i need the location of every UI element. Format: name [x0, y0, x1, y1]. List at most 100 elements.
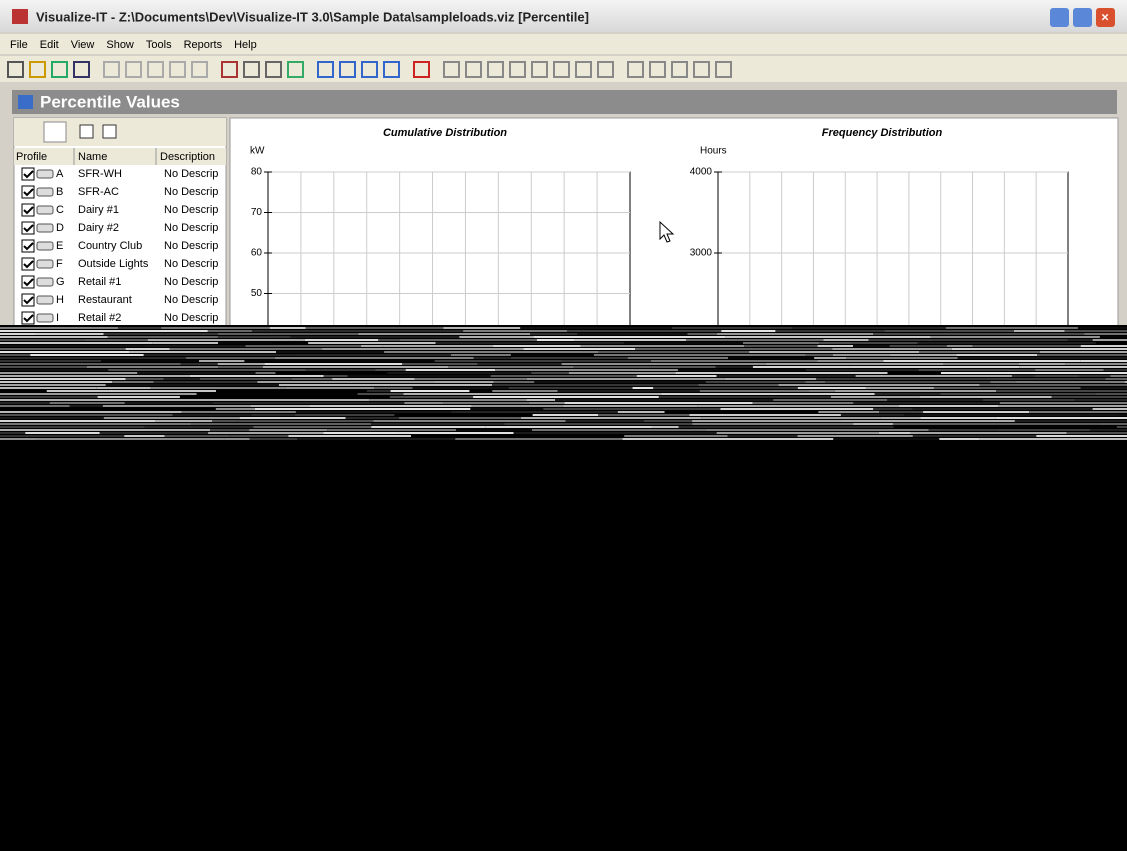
glitch-stripe — [594, 354, 806, 356]
glitch-stripe — [930, 336, 1099, 338]
glitch-stripe — [814, 357, 846, 359]
glitch-stripe — [700, 390, 771, 392]
glitch-stripe — [689, 414, 841, 416]
glitch-stripe — [1037, 354, 1127, 356]
glitch-stripe — [996, 390, 1127, 392]
profile-icon — [37, 224, 53, 232]
glitch-stripe — [773, 429, 928, 431]
glitch-stripe — [399, 417, 521, 419]
glitch-stripe — [0, 351, 129, 353]
glitch-stripe — [531, 372, 569, 374]
restore-button[interactable] — [1073, 8, 1092, 27]
glitch-stripe — [391, 390, 470, 392]
menu-item[interactable]: Show — [106, 39, 134, 51]
y-tick-label: 70 — [251, 207, 263, 218]
glitch-stripe — [245, 345, 361, 347]
glitch-stripe — [0, 360, 101, 362]
row-checkbox[interactable] — [22, 312, 34, 324]
glitch-stripe — [511, 357, 628, 359]
glitch-stripe — [537, 339, 575, 341]
glitch-stripe — [212, 420, 237, 422]
glitch-stripe — [0, 411, 182, 413]
menu-item[interactable]: Reports — [184, 39, 223, 51]
row-checkbox[interactable] — [22, 294, 34, 306]
glitch-stripe — [980, 438, 1127, 440]
glitch-stripe — [358, 333, 530, 335]
glitch-stripe — [224, 438, 250, 440]
menu-item[interactable]: Tools — [146, 39, 172, 51]
glitch-stripe — [771, 390, 810, 392]
glitch-stripe — [913, 408, 1093, 410]
menu-item[interactable]: View — [71, 39, 95, 51]
glitch-stripe — [692, 423, 853, 425]
profile-icon — [37, 260, 53, 268]
chart-title: Cumulative Distribution — [383, 127, 507, 139]
menu-item[interactable]: Help — [234, 39, 257, 51]
glitch-stripe — [687, 333, 717, 335]
glitch-stripe — [890, 354, 957, 356]
glitch-stripe — [250, 405, 309, 407]
glitch-stripe — [308, 342, 435, 344]
glitch-stripe — [413, 387, 509, 389]
table-cell: No Descrip — [164, 312, 218, 324]
glitch-stripe — [749, 351, 919, 353]
glitch-stripe — [494, 381, 535, 383]
glitch-stripe — [686, 339, 823, 341]
row-checkbox[interactable] — [22, 168, 34, 180]
glitch-stripe — [973, 345, 1081, 347]
glitch-stripe — [305, 339, 378, 341]
glitch-stripe — [635, 348, 832, 350]
glitch-stripe — [929, 429, 996, 431]
glitch-stripe — [1036, 435, 1127, 437]
sort-button[interactable] — [44, 122, 66, 142]
glitch-stripe — [706, 381, 806, 383]
glitch-stripe — [1016, 381, 1125, 383]
menu-item[interactable]: File — [10, 39, 28, 51]
glitch-stripe — [651, 360, 817, 362]
chart-title: Frequency Distribution — [822, 127, 943, 139]
glitch-stripe — [1015, 420, 1127, 422]
row-checkbox[interactable] — [22, 222, 34, 234]
glitch-stripe — [370, 402, 404, 404]
uncheck-all[interactable] — [103, 125, 116, 138]
glitch-stripe — [1081, 345, 1127, 347]
glitch-stripe — [0, 420, 155, 422]
profile-icon — [37, 314, 53, 322]
row-checkbox[interactable] — [22, 240, 34, 252]
glitch-stripe — [152, 342, 218, 344]
row-checkbox[interactable] — [22, 258, 34, 270]
glitch-stripe — [200, 378, 249, 380]
glitch-stripe — [125, 402, 213, 404]
glitch-stripe — [469, 390, 492, 392]
glitch-stripe — [885, 330, 1014, 332]
glitch-stripe — [831, 396, 920, 398]
glitch-stripe — [717, 432, 879, 434]
row-checkbox[interactable] — [22, 204, 34, 216]
check-all[interactable] — [80, 125, 93, 138]
table-cell: Retail #2 — [78, 312, 121, 324]
row-checkbox[interactable] — [22, 276, 34, 288]
glitch-stripe — [832, 348, 952, 350]
glitch-stripe — [941, 372, 1127, 374]
glitch-stripe — [652, 426, 679, 428]
glitch-stripe — [526, 399, 555, 401]
glitch-stripe — [170, 348, 322, 350]
minimize-button[interactable] — [1050, 8, 1069, 27]
glitch-stripe — [237, 420, 373, 422]
glitch-stripe — [661, 393, 875, 395]
profile-icon — [37, 206, 53, 214]
glitch-stripe — [868, 339, 1067, 341]
glitch-stripe — [779, 384, 980, 386]
glitch-stripe — [173, 414, 252, 416]
glitch-stripe — [0, 372, 137, 374]
glitch-stripe — [0, 432, 25, 434]
glitch-stripe — [100, 432, 208, 434]
glitch-stripe — [983, 399, 1075, 401]
menu-item[interactable]: Edit — [40, 39, 59, 51]
glitch-stripe — [1079, 375, 1110, 377]
glitch-stripe — [213, 402, 370, 404]
row-checkbox[interactable] — [22, 186, 34, 198]
glitch-stripe — [218, 333, 359, 335]
glitch-stripe — [766, 363, 944, 365]
glitch-stripe — [644, 420, 692, 422]
